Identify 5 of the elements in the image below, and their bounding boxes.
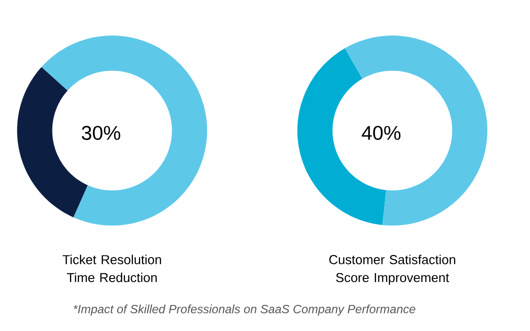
data-label: 30%: [82, 126, 120, 140]
text: Customer Satisfaction Score Improvement: [329, 254, 456, 285]
data-label: 40%: [362, 126, 400, 140]
text: Ticket Resolution Time Reduction: [62, 254, 162, 282]
text: *Impact of Skilled Professionals on SaaS Company Performance: [74, 304, 416, 316]
